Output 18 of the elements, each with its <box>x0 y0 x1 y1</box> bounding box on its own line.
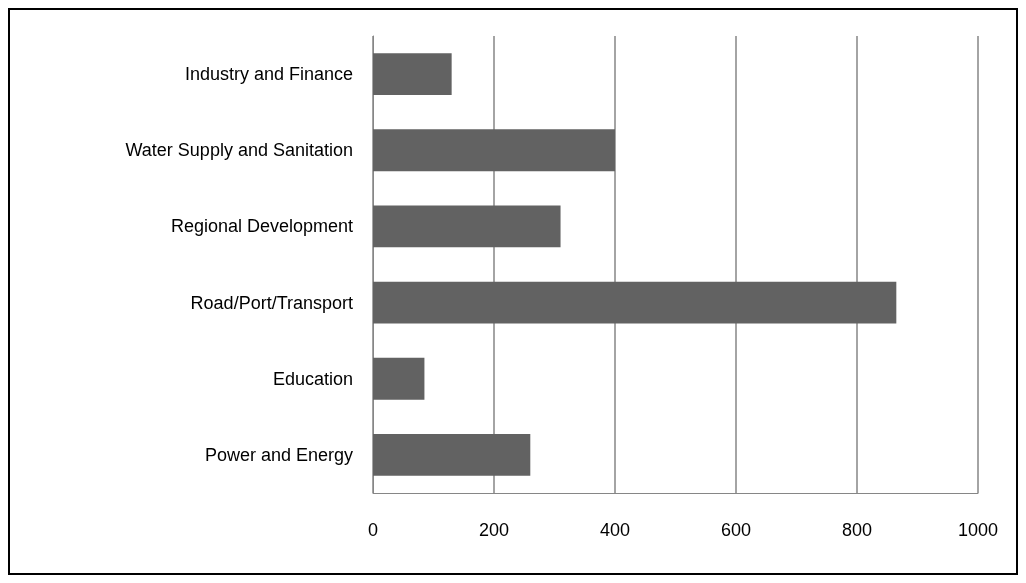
y-tick-label: Water Supply and Sanitation <box>125 140 353 161</box>
y-tick-label: Power and Energy <box>204 444 353 465</box>
x-tick-label: 1000 <box>957 520 999 540</box>
y-tick-label: Education <box>272 368 353 389</box>
y-tick-label: Industry and Finance <box>184 64 353 85</box>
bar <box>373 281 897 324</box>
x-tick-label: 200 <box>478 520 510 540</box>
y-tick-label: Road/Port/Transport <box>190 292 353 313</box>
bar <box>373 433 531 476</box>
bar <box>373 129 615 172</box>
x-tick-label: 600 <box>720 520 752 540</box>
bar <box>373 53 452 96</box>
x-tick-label: 800 <box>841 520 873 540</box>
x-tick-label: 0 <box>367 520 379 540</box>
bar <box>373 205 561 248</box>
y-tick-label: Regional Development <box>170 216 353 237</box>
x-tick-label: 400 <box>599 520 631 540</box>
bar <box>373 357 425 400</box>
